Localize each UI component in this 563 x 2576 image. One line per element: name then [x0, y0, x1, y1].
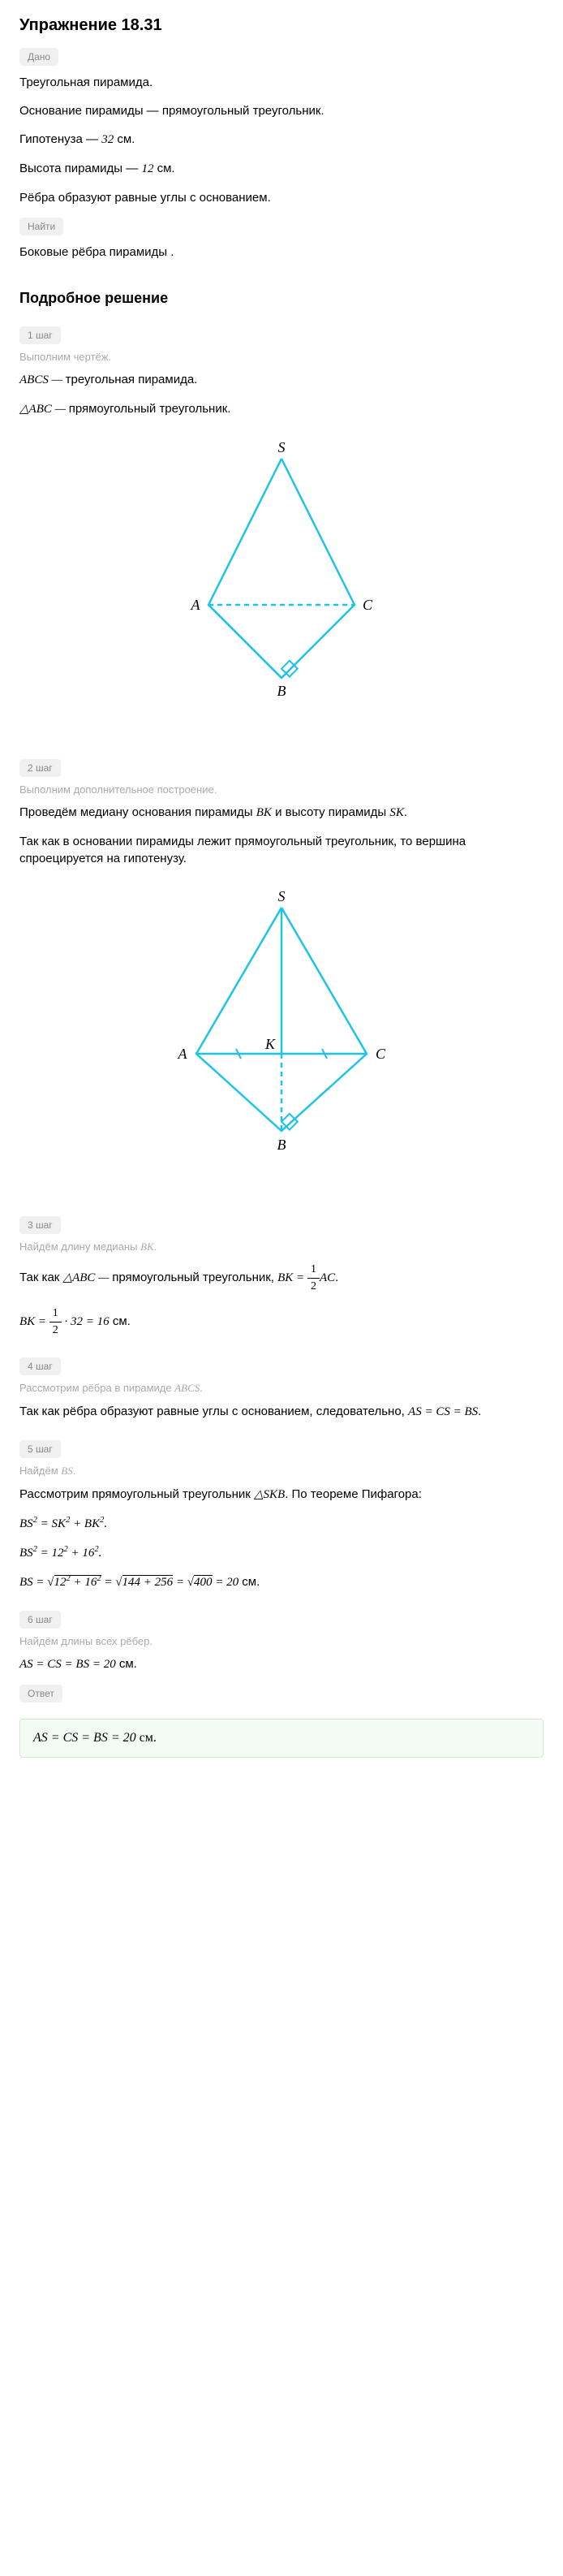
frac-den: 2: [49, 1323, 62, 1339]
text: .: [200, 1382, 203, 1394]
math-text: BK: [256, 806, 272, 819]
text: Найдём: [19, 1465, 61, 1477]
step-caption: Рассмотрим рёбра в пирамиде ABCS.: [19, 1382, 544, 1395]
given-line: Основание пирамиды — прямоугольный треуг…: [19, 102, 544, 119]
step-caption: Найдём длины всех рёбер.: [19, 1635, 544, 1647]
step-line: Так как рёбра образуют равные углы с осн…: [19, 1403, 544, 1421]
math-text: BK =: [19, 1315, 49, 1328]
vertex-label: C: [363, 597, 373, 613]
math-text: BK =: [277, 1271, 307, 1284]
step-badge: 4 шаг: [19, 1357, 61, 1375]
text: Проведём медиану основания пирамиды: [19, 805, 256, 819]
step-line: BS2 = 122 + 162.: [19, 1544, 544, 1562]
figure-1: S A C B: [19, 442, 544, 702]
text: .: [404, 805, 407, 819]
math-text: · 32 = 16: [62, 1315, 110, 1328]
math-text: BK: [140, 1241, 154, 1253]
step-caption: Выполним дополнительное построение.: [19, 783, 544, 796]
text: .: [335, 1271, 338, 1284]
math-text: AS = CS = BS = 20: [33, 1731, 136, 1745]
text: .: [478, 1405, 481, 1418]
step-line: Так как в основании пирамиды лежит прямо…: [19, 833, 544, 867]
vertex-label: K: [264, 1036, 276, 1052]
step-line: AS = CS = BS = 20 см.: [19, 1655, 544, 1673]
math-text: BS: [61, 1465, 72, 1477]
vertex-label: B: [277, 683, 286, 699]
math-text: AS = CS = BS: [408, 1405, 478, 1418]
step-line: ABCS — треугольная пирамида.: [19, 371, 544, 389]
math-text: ABCS —: [19, 373, 66, 386]
text: прямоугольный треугольник.: [69, 402, 231, 416]
text: .: [73, 1465, 76, 1477]
math-text: ABCS: [174, 1382, 200, 1394]
given-line: Треугольная пирамида.: [19, 74, 544, 91]
text: Рассмотрим рёбра в пирамиде: [19, 1382, 174, 1394]
step-badge: 3 шаг: [19, 1216, 61, 1234]
text: см.: [110, 1314, 131, 1328]
text: Так как рёбра образуют равные углы с осн…: [19, 1405, 408, 1418]
text: см.: [136, 1731, 157, 1745]
frac-num: 1: [49, 1305, 62, 1323]
step-caption: Выполним чертёж.: [19, 351, 544, 363]
step-line: Рассмотрим прямоугольный треугольник △SK…: [19, 1486, 544, 1504]
step-badge: 2 шаг: [19, 759, 61, 777]
step-line: BS = √122 + 162 = √144 + 256 = √400 = 20…: [19, 1573, 544, 1591]
solution-heading: Подробное решение: [19, 290, 544, 307]
text: треугольная пирамида.: [66, 373, 198, 386]
find-text: Боковые рёбра пирамиды .: [19, 244, 544, 261]
step-caption: Найдём длину медианы BK.: [19, 1241, 544, 1253]
frac-den: 2: [307, 1279, 320, 1295]
text: прямоугольный треугольник,: [112, 1271, 277, 1284]
step-badge: 6 шаг: [19, 1611, 61, 1629]
math-text: AS = CS = BS = 20: [19, 1658, 116, 1671]
given-line: Рёбра образуют равные углы с основанием.: [19, 189, 544, 206]
step-caption: Найдём BS.: [19, 1465, 544, 1478]
given-badge: Дано: [19, 48, 58, 66]
figure-2: S A C B K: [19, 891, 544, 1159]
text: Рассмотрим прямоугольный треугольник: [19, 1487, 254, 1501]
math-text: SK: [389, 806, 404, 819]
step-line: BK = 12 · 32 = 16 см.: [19, 1305, 544, 1338]
step-badge: 5 шаг: [19, 1440, 61, 1458]
frac-num: 1: [307, 1262, 320, 1279]
math-text: △ABC —: [19, 403, 69, 416]
vertex-label: A: [178, 1046, 188, 1062]
math-text: AC: [320, 1271, 335, 1284]
vertex-label: S: [278, 891, 286, 904]
text: . По теореме Пифагора:: [285, 1487, 422, 1501]
vertex-label: B: [277, 1137, 286, 1153]
text: .: [154, 1241, 157, 1253]
step-line: △ABC — прямоугольный треугольник.: [19, 400, 544, 418]
text: Найдём длину медианы: [19, 1241, 140, 1253]
answer-badge: Ответ: [19, 1685, 62, 1702]
vertex-label: S: [278, 442, 286, 455]
given-line: Высота пирамиды — 12 см.: [19, 160, 544, 178]
text: и высоту пирамиды: [272, 805, 389, 819]
text: Так как: [19, 1271, 63, 1284]
vertex-label: C: [376, 1046, 386, 1062]
find-badge: Найти: [19, 218, 63, 235]
step-badge: 1 шаг: [19, 326, 61, 344]
step-line: Проведём медиану основания пирамиды BK и…: [19, 804, 544, 822]
text: см.: [116, 1657, 137, 1671]
math-text: △SKB: [254, 1488, 285, 1501]
step-line: Так как △ABC — прямоугольный треугольник…: [19, 1262, 544, 1294]
answer-box: AS = CS = BS = 20 см.: [19, 1719, 544, 1758]
step-line: BS2 = SK2 + BK2.: [19, 1515, 544, 1533]
vertex-label: A: [191, 597, 201, 613]
given-line: Гипотенуза — 32 см.: [19, 131, 544, 149]
math-text: △ABC —: [63, 1271, 113, 1284]
exercise-title: Упражнение 18.31: [19, 16, 544, 35]
